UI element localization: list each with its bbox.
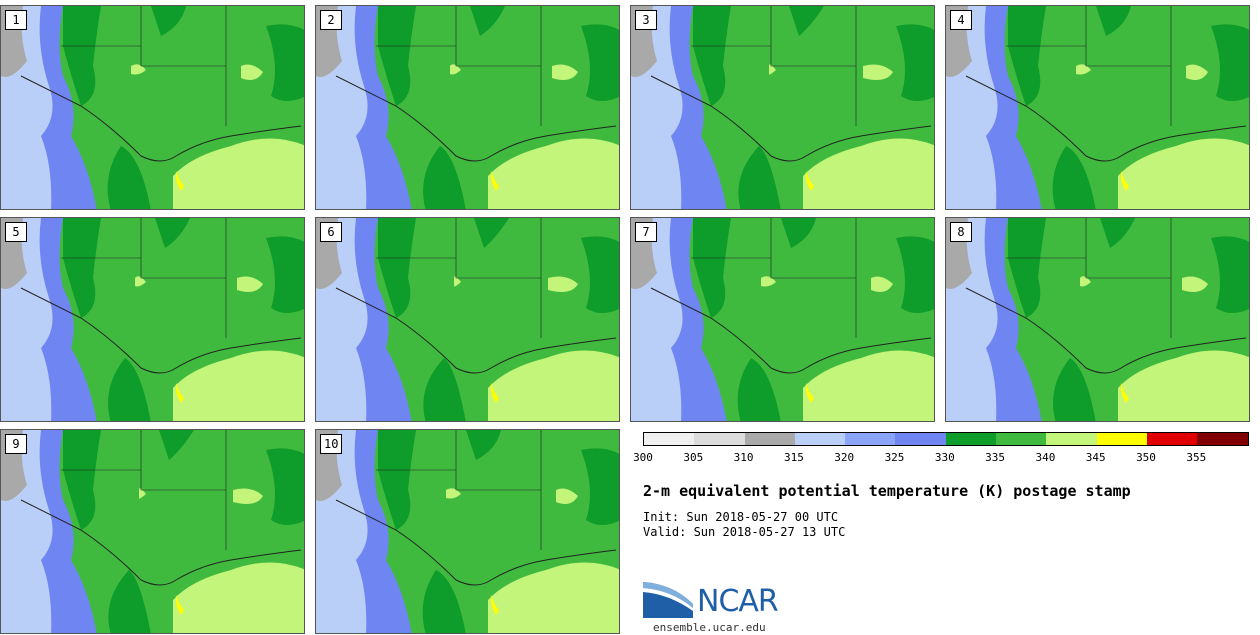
member-number-label: 6 bbox=[320, 222, 342, 242]
map-field-icon bbox=[316, 430, 619, 633]
colorbar-tick-label: 330 bbox=[934, 451, 955, 464]
postage-stamp-panel[interactable]: 4 bbox=[945, 5, 1250, 210]
colorbar-swatch bbox=[794, 433, 846, 445]
colorbar-tick-label: 340 bbox=[1035, 451, 1056, 464]
colorbar-tick-label: 345 bbox=[1085, 451, 1106, 464]
postage-stamp-panel[interactable]: 5 bbox=[0, 217, 305, 422]
member-number-label: 7 bbox=[635, 222, 657, 242]
postage-stamp-panel[interactable]: 1 bbox=[0, 5, 305, 210]
plot-title: 2-m equivalent potential temperature (K)… bbox=[643, 482, 1131, 500]
colorbar bbox=[643, 432, 1249, 446]
map-field-icon bbox=[946, 6, 1249, 209]
member-number-label: 2 bbox=[320, 10, 342, 30]
colorbar-swatch bbox=[1046, 433, 1097, 445]
colorbar-tick-label: 310 bbox=[733, 451, 754, 464]
member-number-label: 1 bbox=[5, 10, 27, 30]
valid-time: Valid: Sun 2018-05-27 13 UTC bbox=[643, 525, 846, 539]
map-field-icon bbox=[1, 430, 304, 633]
colorbar-swatch bbox=[694, 433, 745, 445]
member-number-label: 4 bbox=[950, 10, 972, 30]
member-number-label: 9 bbox=[5, 434, 27, 454]
colorbar-swatch bbox=[1146, 433, 1198, 445]
map-field-icon bbox=[631, 218, 934, 421]
colorbar-swatch bbox=[744, 433, 795, 445]
colorbar-tick-label: 305 bbox=[683, 451, 704, 464]
colorbar-swatch bbox=[1197, 433, 1248, 445]
postage-stamp-panel[interactable]: 9 bbox=[0, 429, 305, 634]
postage-stamp-panel[interactable]: 8 bbox=[945, 217, 1250, 422]
colorbar-tick-label: 335 bbox=[985, 451, 1006, 464]
map-field-icon bbox=[946, 218, 1249, 421]
map-field-icon bbox=[631, 6, 934, 209]
colorbar-ticks: 300 305 310 315 320 325 330 335 340 345 350 355 bbox=[633, 451, 1253, 465]
colorbar-tick-label: 320 bbox=[834, 451, 855, 464]
colorbar-tick-label: 325 bbox=[884, 451, 905, 464]
map-field-icon bbox=[316, 6, 619, 209]
postage-stamp-panel[interactable]: 6 bbox=[315, 217, 620, 422]
postage-stamp-panel[interactable]: 7 bbox=[630, 217, 935, 422]
colorbar-swatch bbox=[845, 433, 896, 445]
colorbar-swatch bbox=[996, 433, 1047, 445]
ncar-logo: NCAR bbox=[643, 578, 803, 620]
map-field-icon bbox=[1, 218, 304, 421]
map-field-icon bbox=[1, 6, 304, 209]
member-number-label: 3 bbox=[635, 10, 657, 30]
postage-stamp-panel[interactable]: 3 bbox=[630, 5, 935, 210]
run-info: Init: Sun 2018-05-27 00 UTC Valid: Sun 2… bbox=[643, 510, 845, 540]
postage-stamp-panel[interactable]: 2 bbox=[315, 5, 620, 210]
member-number-label: 8 bbox=[950, 222, 972, 242]
colorbar-tick-label: 300 bbox=[633, 451, 653, 464]
map-field-icon bbox=[316, 218, 619, 421]
colorbar-swatch bbox=[644, 433, 695, 445]
member-number-label: 5 bbox=[5, 222, 27, 242]
postage-stamp-panel[interactable]: 10 bbox=[315, 429, 620, 634]
ncar-swoosh-icon bbox=[643, 582, 693, 618]
colorbar-tick-label: 315 bbox=[783, 451, 804, 464]
colorbar-tick-label: 355 bbox=[1186, 451, 1207, 464]
colorbar-swatch bbox=[895, 433, 946, 445]
colorbar-tick-label: 350 bbox=[1136, 451, 1156, 464]
init-time: Init: Sun 2018-05-27 00 UTC bbox=[643, 510, 839, 524]
member-number-label: 10 bbox=[320, 434, 343, 454]
colorbar-swatch bbox=[945, 433, 997, 445]
ncar-logo-text: NCAR bbox=[697, 584, 779, 619]
colorbar-swatch bbox=[1096, 433, 1147, 445]
website-url[interactable]: ensemble.ucar.edu bbox=[653, 621, 766, 634]
